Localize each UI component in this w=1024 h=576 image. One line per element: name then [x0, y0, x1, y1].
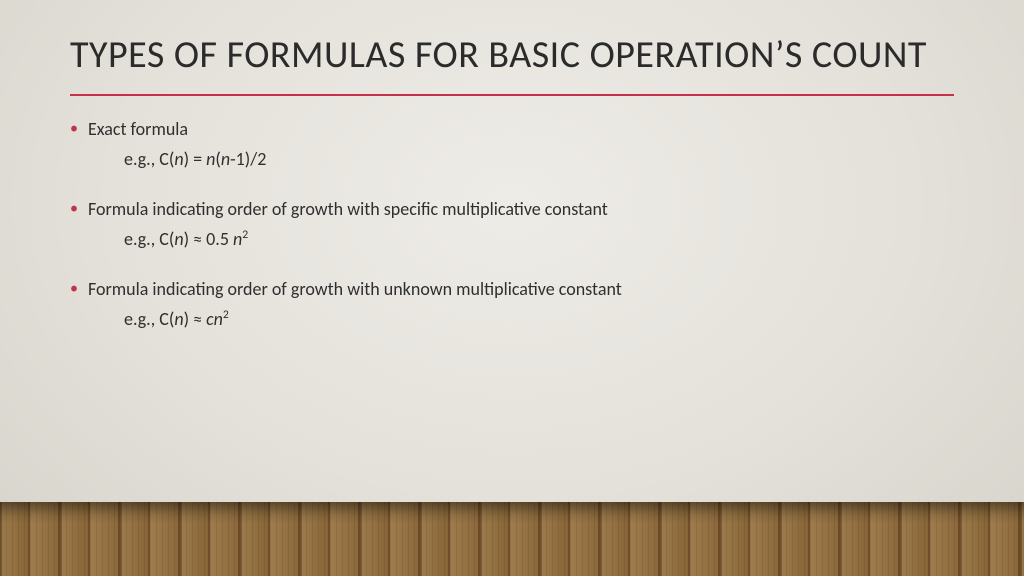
bullet-row: • Exact formula [70, 118, 954, 140]
bullet-label: Formula indicating order of growth with … [88, 198, 608, 220]
example-text: e.g., C( [124, 148, 174, 170]
slide-content: TYPES OF FORMULAS FOR BASIC OPERATION’S … [0, 0, 1024, 330]
bullet-example: e.g., C(n) ≈ 0.5 n2 [124, 228, 954, 250]
example-var: cn [206, 308, 223, 330]
bullet-item: • Exact formula e.g., C(n) = n(n-1)/2 [70, 118, 954, 170]
example-text: -1)/2 [230, 148, 266, 170]
example-var: n [174, 308, 183, 330]
bullet-example: e.g., C(n) ≈ cn2 [124, 308, 954, 330]
example-text: ) ≈ 0.5 [184, 228, 233, 250]
example-text: ) ≈ [184, 308, 207, 330]
bullet-row: • Formula indicating order of growth wit… [70, 278, 954, 300]
bullet-dot-icon: • [70, 121, 78, 137]
bullet-example: e.g., C(n) = n(n-1)/2 [124, 148, 954, 170]
example-text: ) = [184, 148, 207, 170]
example-text: e.g., C( [124, 228, 174, 250]
example-var: n [233, 228, 242, 250]
example-sup: 2 [223, 308, 229, 322]
bullet-dot-icon: • [70, 201, 78, 217]
example-var: n [174, 148, 183, 170]
example-sup: 2 [242, 228, 248, 242]
example-var: n [221, 148, 230, 170]
slide: TYPES OF FORMULAS FOR BASIC OPERATION’S … [0, 0, 1024, 576]
title-rule [70, 94, 954, 96]
bullet-label: Exact formula [88, 118, 188, 140]
bullet-item: • Formula indicating order of growth wit… [70, 198, 954, 250]
example-var: n [174, 228, 183, 250]
bullet-label: Formula indicating order of growth with … [88, 278, 622, 300]
bullet-row: • Formula indicating order of growth wit… [70, 198, 954, 220]
floor-texture [0, 502, 1024, 576]
slide-title: TYPES OF FORMULAS FOR BASIC OPERATION’S … [70, 34, 954, 78]
example-text: e.g., C( [124, 308, 174, 330]
bullet-dot-icon: • [70, 281, 78, 297]
bullet-item: • Formula indicating order of growth wit… [70, 278, 954, 330]
bullet-list: • Exact formula e.g., C(n) = n(n-1)/2 • … [70, 118, 954, 330]
